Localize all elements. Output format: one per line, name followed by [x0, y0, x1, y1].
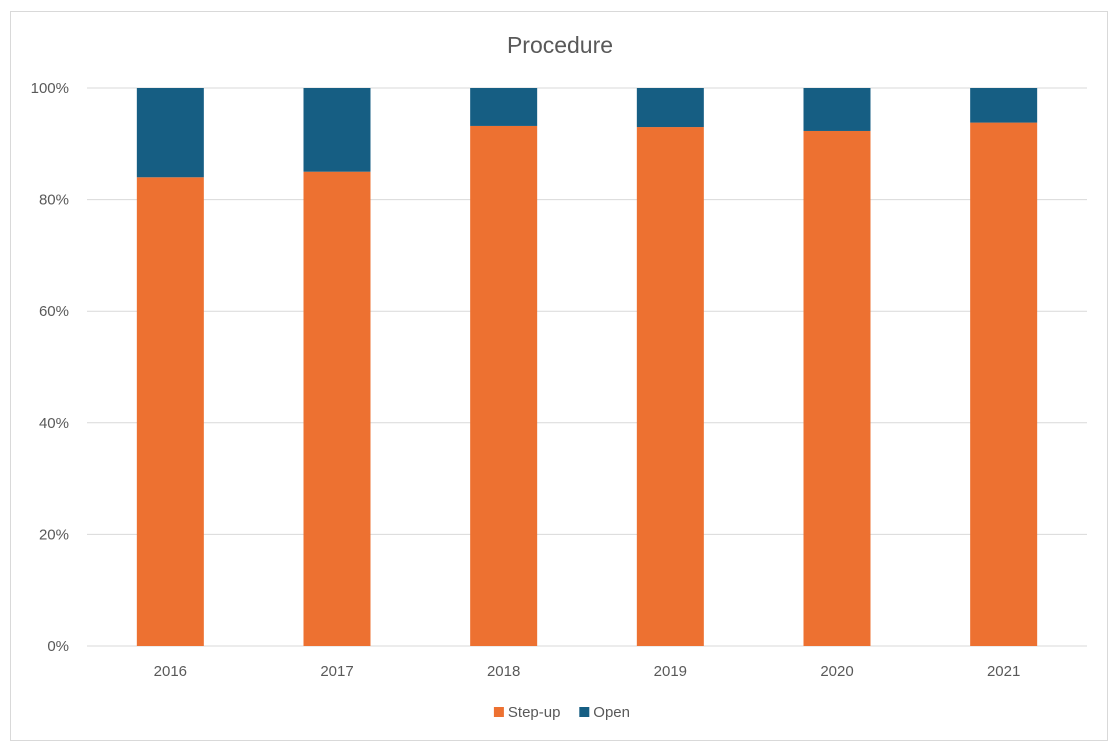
bar-step-up-2016	[136, 177, 204, 646]
x-axis-ticks: 2016 2017 2018 2019 2020 2021	[154, 663, 1021, 680]
x-tick-label: 2018	[487, 663, 520, 680]
y-tick-label: 100%	[31, 80, 69, 97]
y-tick-label: 60%	[39, 303, 69, 320]
legend: Step-up Open	[493, 704, 630, 721]
bar-open-2018	[470, 88, 538, 126]
y-tick-label: 0%	[47, 638, 69, 655]
x-tick-label: 2016	[154, 663, 187, 680]
bar-step-up-2020	[803, 130, 871, 646]
bar-open-2021	[970, 88, 1038, 123]
y-tick-label: 40%	[39, 415, 69, 432]
y-axis-ticks: 0% 20% 40% 60% 80% 100%	[31, 80, 69, 655]
bar-step-up-2017	[303, 171, 371, 646]
bars	[136, 88, 1038, 647]
legend-swatch-step-up	[493, 707, 504, 717]
y-tick-label: 20%	[39, 526, 69, 543]
bar-open-2017	[303, 88, 371, 172]
bar-step-up-2021	[970, 122, 1038, 646]
legend-swatch-open	[579, 707, 590, 717]
bar-open-2016	[136, 88, 204, 178]
bar-step-up-2018	[470, 125, 538, 647]
legend-label-step-up: Step-up	[508, 704, 561, 721]
x-tick-label: 2019	[654, 663, 687, 680]
chart-title: Procedure	[507, 32, 613, 58]
bar-open-2020	[803, 88, 871, 131]
x-tick-label: 2020	[820, 663, 853, 680]
gridlines	[87, 87, 1087, 647]
x-tick-label: 2017	[320, 663, 353, 680]
x-tick-label: 2021	[987, 663, 1020, 680]
bar-open-2019	[636, 88, 704, 128]
legend-label-open: Open	[593, 704, 630, 721]
bar-step-up-2019	[636, 127, 704, 646]
y-tick-label: 80%	[39, 192, 69, 209]
